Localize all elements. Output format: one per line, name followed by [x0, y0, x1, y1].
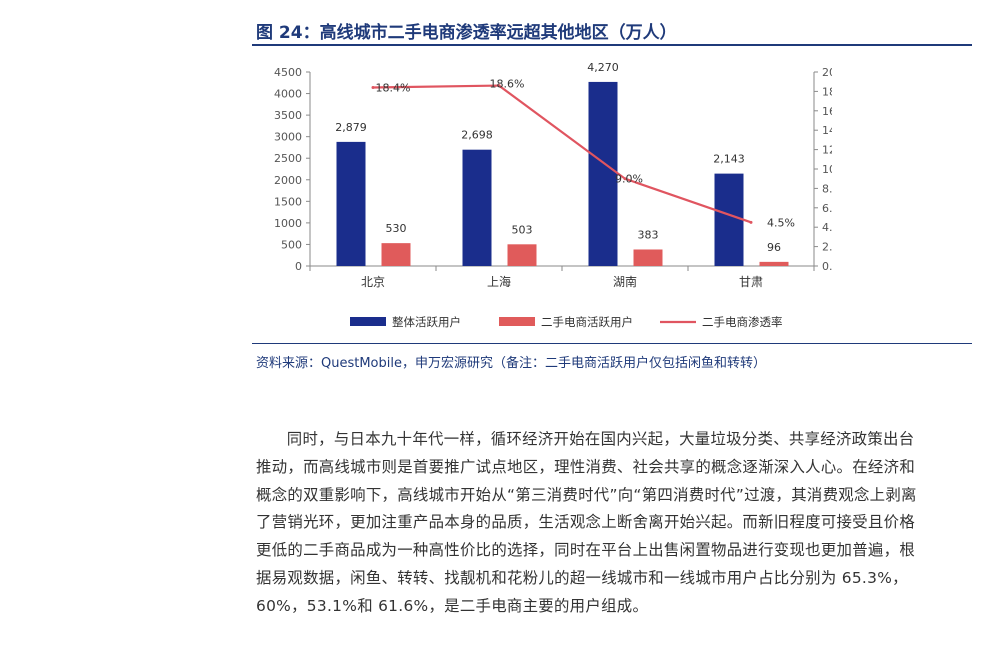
right-axis-tick-label: 18.0% — [822, 85, 832, 98]
line-point — [371, 86, 375, 90]
bar-整体活跃用户 — [462, 149, 492, 266]
source-note: 资料来源：QuestMobile，申万宏源研究（备注：二手电商活跃用户仅包括闲鱼… — [256, 356, 766, 371]
data-labels-layer: 2,879 2,698 4,270 2,143 530 503 383 96 18.4% 18.6… — [335, 61, 795, 254]
bar-整体活跃用户 — [588, 81, 618, 266]
bar-data-label: 503 — [512, 223, 533, 236]
legend-label: 二手电商渗透率 — [702, 315, 783, 329]
right-axis-tick-label: 8.0% — [822, 182, 832, 195]
figure-title: 图 24：高线城市二手电商渗透率远超其他地区（万人） — [256, 23, 677, 43]
title-divider — [252, 44, 972, 46]
right-axis-tick-label: 12.0% — [822, 144, 832, 157]
article-paragraph: 同时，与日本九十年代一样，循环经济开始在国内兴起，大量垃圾分类、共享经济政策出台… — [256, 430, 917, 615]
x-axis: 北京 上海 湖南 甘肃 — [309, 265, 815, 289]
bar-二手电商活跃用户 — [633, 249, 663, 266]
left-axis: 0 500 1000 1500 2000 2500 3000 3500 4000 4500 — [274, 66, 311, 273]
right-axis: 0.0% 2.0% 4.0% 6.0% 8.0% 10.0% 12.0% 14.0% 16.0%… — [813, 66, 832, 273]
line-data-label: 9.0% — [615, 173, 643, 186]
legend-label: 二手电商活跃用户 — [541, 315, 633, 329]
bar-data-label: 2,698 — [461, 129, 493, 142]
x-axis-category-label: 甘肃 — [739, 275, 763, 289]
source-divider — [252, 343, 972, 344]
line-二手电商渗透率 — [372, 84, 752, 224]
right-axis-tick-label: 0.0% — [822, 260, 832, 273]
x-axis-category-label: 北京 — [361, 275, 385, 289]
bar-data-label: 383 — [638, 228, 659, 241]
bar-data-label: 2,143 — [713, 153, 745, 166]
bar-data-label: 530 — [386, 222, 407, 235]
legend-swatch — [499, 317, 535, 326]
line-data-label: 4.5% — [767, 216, 795, 229]
line-data-label: 18.4% — [376, 82, 411, 95]
legend-label: 整体活跃用户 — [392, 315, 461, 329]
right-axis-tick-label: 20.0% — [822, 66, 832, 79]
bar-整体活跃用户 — [714, 173, 744, 266]
line-point — [749, 220, 753, 224]
x-axis-category-label: 湖南 — [613, 274, 637, 289]
left-axis-tick-label: 1000 — [274, 217, 302, 230]
left-axis-tick-label: 3000 — [274, 131, 302, 144]
bar-data-label: 4,270 — [587, 61, 619, 74]
bar-二手电商活跃用户 — [759, 261, 789, 266]
left-axis-tick-label: 2500 — [274, 152, 302, 165]
line-point — [623, 177, 627, 181]
left-axis-tick-label: 4000 — [274, 88, 302, 101]
left-axis-tick-label: 4500 — [274, 66, 302, 79]
bar-data-label: 96 — [767, 241, 781, 254]
bar-二手电商活跃用户 — [507, 244, 537, 266]
left-axis-tick-label: 3500 — [274, 109, 302, 122]
right-axis-tick-label: 16.0% — [822, 105, 832, 118]
right-axis-tick-label: 10.0% — [822, 163, 832, 176]
left-axis-tick-label: 2000 — [274, 174, 302, 187]
right-axis-tick-label: 4.0% — [822, 221, 832, 234]
right-axis-tick-label: 6.0% — [822, 202, 832, 215]
left-axis-tick-label: 500 — [281, 238, 302, 251]
right-axis-tick-label: 14.0% — [822, 124, 832, 137]
bar-二手电商活跃用户 — [381, 243, 411, 266]
legend-swatch — [350, 317, 386, 326]
line-point — [497, 84, 501, 88]
x-axis-category-label: 上海 — [487, 274, 511, 289]
bar-data-label: 2,879 — [335, 121, 367, 134]
chart-legend: 整体活跃用户 二手电商活跃用户 二手电商渗透率 — [350, 315, 783, 329]
bar-整体活跃用户 — [336, 141, 366, 266]
combo-chart: 0 500 1000 1500 2000 2500 3000 3500 4000 4500 0.0… — [274, 61, 832, 329]
line-data-label: 18.6% — [490, 78, 525, 91]
right-axis-tick-label: 2.0% — [822, 241, 832, 254]
line-layer — [371, 84, 753, 224]
left-axis-tick-label: 1500 — [274, 195, 302, 208]
bars-layer — [336, 81, 789, 266]
left-axis-tick-label: 0 — [295, 260, 302, 273]
